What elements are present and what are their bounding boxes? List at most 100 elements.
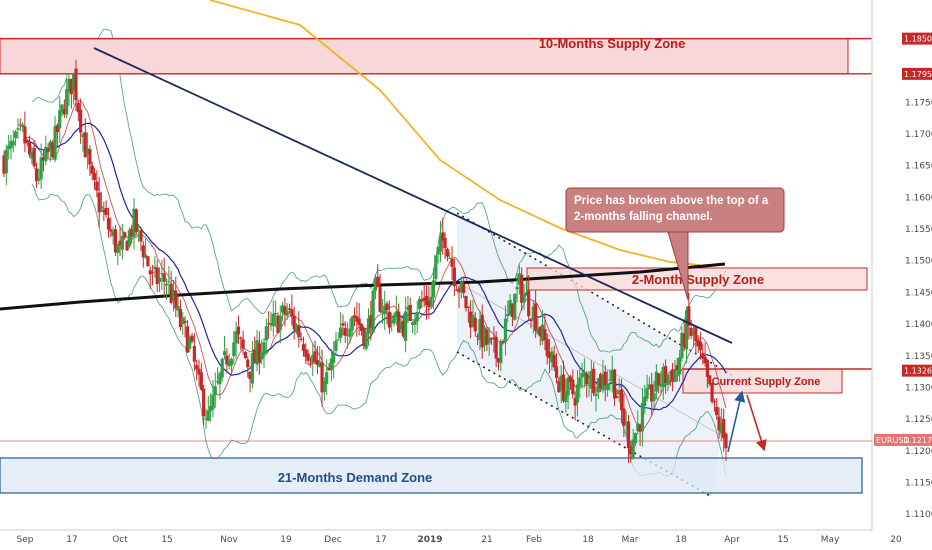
candle-body: [255, 340, 259, 365]
candle-body: [394, 311, 398, 317]
candle-body: [18, 124, 22, 126]
candle-body: [274, 312, 278, 315]
candle-body: [241, 339, 245, 349]
annotation-line-1: Price has broken above the top of a: [574, 195, 769, 207]
candle-body: [106, 218, 111, 230]
candle-body: [550, 351, 554, 363]
y-tick-label: 1.15500: [905, 225, 932, 235]
candle-body: [350, 316, 354, 331]
candle-body: [7, 145, 11, 150]
candle-body: [190, 335, 194, 342]
candle-body: [666, 374, 670, 385]
candle-body: [204, 418, 208, 420]
candle-body: [615, 396, 619, 398]
candle-body: [675, 365, 679, 371]
candle-body: [90, 165, 94, 174]
x-tick-label: May: [821, 535, 840, 545]
candle-body: [74, 68, 78, 101]
candle-body: [612, 369, 617, 399]
candle-body: [92, 173, 97, 181]
candle-body: [671, 369, 675, 382]
annotation-line-2: 2-months falling channel.: [574, 211, 713, 223]
x-tick-label: 15: [777, 535, 788, 545]
annotation-box: [565, 187, 785, 233]
candle-body: [85, 148, 90, 154]
price-tag-text: 1.17950: [904, 70, 932, 79]
candle-body: [587, 384, 591, 386]
candle-body: [111, 231, 115, 237]
candle-body: [11, 141, 15, 146]
arrow-down-forecast: [746, 394, 767, 452]
candle-body: [234, 331, 238, 344]
candle-body: [673, 369, 677, 383]
y-tick-label: 1.13000: [905, 383, 932, 393]
candle-body: [659, 383, 663, 387]
candle-body: [97, 192, 101, 213]
y-axis-panel: [872, 0, 932, 550]
candle-body: [473, 317, 477, 332]
candle-body: [387, 311, 391, 328]
candle-body: [445, 248, 450, 257]
candle-body: [698, 341, 703, 351]
candle-body: [51, 142, 55, 158]
candle-body: [162, 273, 166, 282]
candle-body: [450, 258, 454, 267]
candle-body: [515, 286, 519, 290]
candle-body: [243, 352, 248, 359]
candle-body: [575, 384, 580, 403]
candle-body: [9, 140, 13, 149]
candle-body: [390, 319, 394, 323]
candle-body: [81, 134, 85, 137]
candle-body: [508, 299, 512, 316]
candle-body: [517, 273, 521, 285]
candle-body: [55, 125, 59, 133]
candle-body: [14, 131, 18, 139]
candle-body: [383, 305, 387, 315]
y-tick-label: 1.12500: [905, 415, 932, 425]
candle-body: [552, 354, 556, 368]
candle-body: [719, 422, 723, 434]
candle-body: [582, 372, 586, 377]
y-tick-label: 1.15000: [905, 257, 932, 267]
candle-body: [215, 380, 220, 383]
candle-body: [262, 342, 266, 355]
candle-body: [710, 383, 714, 402]
candle-body: [104, 208, 108, 215]
candle-body: [355, 316, 359, 322]
candle-body: [422, 298, 426, 301]
candle-body: [306, 353, 310, 361]
annotation: Price has broken above the top of a 2-mon…: [565, 187, 785, 301]
candle-body: [336, 339, 340, 341]
candles: [2, 59, 728, 463]
candle-body: [125, 241, 129, 251]
candle-body: [72, 73, 76, 91]
candle-body: [294, 326, 299, 333]
candle-body: [260, 352, 264, 360]
candle-body: [37, 178, 41, 181]
candle-body: [420, 299, 424, 302]
candle-body: [540, 324, 545, 341]
candle-body: [373, 278, 378, 291]
candle-body: [480, 315, 484, 348]
candle-body: [366, 318, 371, 334]
candle-body: [222, 351, 227, 356]
lower-band-line: [31, 183, 727, 477]
candle-body: [401, 320, 405, 337]
candle-body: [691, 331, 696, 335]
candle-body: [545, 339, 549, 357]
candle-body: [506, 314, 510, 317]
candle-body: [188, 337, 192, 349]
candle-body: [408, 304, 412, 322]
candle-body: [571, 379, 575, 395]
candle-body: [503, 318, 508, 342]
candle-body: [522, 294, 526, 302]
candle-body: [657, 373, 661, 386]
zones: [0, 37, 872, 494]
zone-label-current: Current Supply Zone: [712, 376, 821, 388]
candle-body: [696, 340, 700, 347]
candle-body: [459, 281, 463, 292]
candle-body: [633, 432, 638, 444]
candle-body: [510, 303, 515, 318]
forecast-arrows: [727, 390, 767, 453]
